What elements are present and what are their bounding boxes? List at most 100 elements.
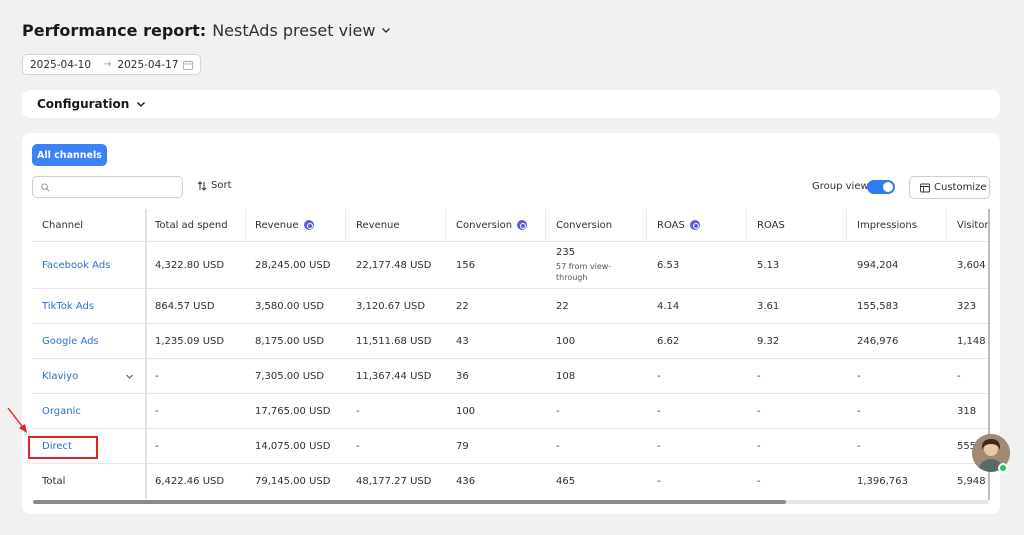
group-view-label: Group view <box>812 181 869 192</box>
table-row: Organic - 17,765.00 USD - 100 - - - - 318 <box>32 394 990 429</box>
table-cell: 8,175.00 USD <box>255 335 325 347</box>
arrow-right-icon: → <box>103 59 112 70</box>
search-icon <box>41 183 50 192</box>
table-cell: 22 <box>456 300 469 312</box>
table-cell: - <box>757 405 761 417</box>
report-card: All channels Sort Group view Customize C… <box>22 133 1000 514</box>
table-row: Google Ads 1,235.09 USD 8,175.00 USD 11,511… <box>32 324 990 359</box>
annotation-highlight <box>28 436 98 459</box>
table-cell: 100 <box>456 405 476 417</box>
annotation-arrow-icon <box>7 407 27 433</box>
date-start[interactable]: 2025-04-10 <box>30 58 92 71</box>
date-range-picker[interactable]: 2025-04-10 → 2025-04-17 <box>22 54 201 75</box>
table-cell: - <box>657 440 661 452</box>
channel-link[interactable]: Direct <box>42 440 72 452</box>
table-cell: 246,976 <box>857 335 899 347</box>
column-header[interactable]: Revenue <box>356 209 400 241</box>
table-row: TikTok Ads 864.57 USD 3,580.00 USD 3,120.67… <box>32 289 990 324</box>
total-cell: 6,422.46 USD <box>155 476 225 487</box>
table-cell: - <box>155 440 159 452</box>
page-title-row: Performance report: NestAds preset view <box>22 19 392 41</box>
sort-icon <box>197 180 207 191</box>
column-header-label: Total ad spend <box>155 219 228 231</box>
table-cell: 28,245.00 USD <box>255 259 331 271</box>
sort-button[interactable]: Sort <box>197 180 232 191</box>
customize-button[interactable]: Customize <box>909 176 990 199</box>
cell-subtext: 57 from view-through <box>556 262 612 282</box>
tab-all-channels[interactable]: All channels <box>32 144 107 166</box>
column-header-label: ROAS <box>757 219 785 231</box>
table-cell: 3.61 <box>757 300 780 312</box>
table-cell: 9.32 <box>757 335 780 347</box>
total-cell: - <box>757 476 761 487</box>
table-cell: 864.57 USD <box>155 300 215 312</box>
total-label: Total <box>42 476 66 487</box>
horizontal-scrollbar[interactable] <box>33 500 989 504</box>
column-header-label: Revenue <box>255 219 299 231</box>
table-cell: 3,120.67 USD <box>356 300 426 312</box>
total-cell: - <box>657 476 661 487</box>
channel-link[interactable]: Klaviyo <box>42 370 79 382</box>
column-divider[interactable] <box>846 209 847 242</box>
configuration-label[interactable]: Configuration <box>37 97 130 111</box>
column-header[interactable]: ROAS <box>657 209 700 241</box>
column-divider[interactable] <box>746 209 747 242</box>
calendar-icon[interactable] <box>183 60 193 70</box>
group-view-toggle[interactable] <box>867 180 895 194</box>
column-header-label: Channel <box>42 219 84 231</box>
column-divider[interactable] <box>245 209 246 242</box>
table-cell: - <box>757 440 761 452</box>
channel-link[interactable]: Facebook Ads <box>42 259 111 271</box>
column-header[interactable]: Revenue <box>255 209 314 241</box>
preset-view-selector[interactable]: NestAds preset view <box>212 20 376 40</box>
column-header[interactable]: ROAS <box>757 209 785 241</box>
table-cell: 11,367.44 USD <box>356 370 432 382</box>
table-grid: Channel Total ad spend Revenue Revenue Conve… <box>32 209 990 499</box>
chevron-down-icon[interactable] <box>125 372 134 381</box>
table-cell: - <box>657 405 661 417</box>
vertical-scrollbar[interactable] <box>988 209 990 500</box>
table-cell: - <box>155 405 159 417</box>
total-cell: 5,948 <box>957 476 986 487</box>
search-input[interactable] <box>32 176 183 198</box>
sort-label[interactable]: Sort <box>211 180 232 191</box>
column-header[interactable]: Visitors <box>957 209 990 241</box>
chevron-down-icon[interactable] <box>380 24 392 36</box>
chevron-down-icon[interactable] <box>136 99 146 109</box>
column-header-label: Revenue <box>356 219 400 231</box>
attribution-badge-icon <box>303 220 314 230</box>
table-cell: 5.13 <box>757 259 780 271</box>
scrollbar-thumb[interactable] <box>33 500 786 504</box>
channel-link[interactable]: Organic <box>42 405 81 417</box>
table-cell: 7,305.00 USD <box>255 370 325 382</box>
column-header-label: Conversion <box>556 219 613 231</box>
channel-table[interactable]: Channel Total ad spend Revenue Revenue Conve… <box>32 209 990 499</box>
table-cell: 323 <box>957 300 977 312</box>
configuration-panel[interactable]: Configuration <box>22 90 1000 118</box>
column-divider[interactable] <box>646 209 647 242</box>
page-title: Performance report: <box>22 20 207 40</box>
table-cell: - <box>857 370 861 382</box>
channel-link[interactable]: TikTok Ads <box>42 300 95 312</box>
channel-link[interactable]: Google Ads <box>42 335 99 347</box>
toggle-knob <box>883 182 893 192</box>
column-header[interactable]: Total ad spend <box>155 209 228 241</box>
cell-value: 235 <box>556 247 576 258</box>
column-header[interactable]: Impressions <box>857 209 917 241</box>
total-cell: 1,396,763 <box>857 476 908 487</box>
column-header[interactable]: Channel <box>42 209 146 241</box>
online-status-badge <box>998 463 1008 473</box>
customize-label[interactable]: Customize <box>934 182 987 193</box>
table-total-row: Total 6,422.46 USD 79,145.00 USD 48,177.27 … <box>32 464 990 499</box>
column-divider[interactable] <box>345 209 346 242</box>
columns-icon <box>920 183 930 192</box>
column-divider[interactable] <box>545 209 546 242</box>
column-divider[interactable] <box>445 209 446 242</box>
column-header[interactable]: Conversion <box>556 209 612 241</box>
date-end[interactable]: 2025-04-17 <box>117 58 179 71</box>
column-divider[interactable] <box>946 209 947 242</box>
column-header-label: ROAS <box>657 219 685 231</box>
table-cell: 4.14 <box>657 300 680 312</box>
support-avatar[interactable] <box>972 434 1010 472</box>
column-header[interactable]: Conversion <box>456 209 528 241</box>
